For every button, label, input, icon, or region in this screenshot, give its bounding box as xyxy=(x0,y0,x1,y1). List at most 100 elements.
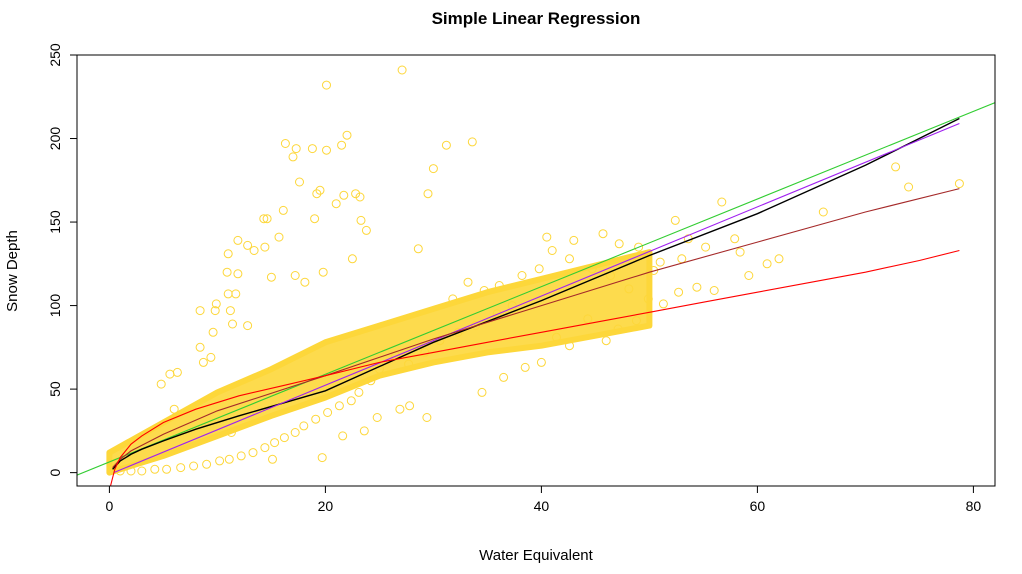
fit-line-4 xyxy=(112,188,960,468)
y-axis-label: Snow Depth xyxy=(4,230,21,312)
data-point xyxy=(717,197,727,207)
data-point xyxy=(231,289,241,299)
data-point xyxy=(891,162,901,172)
data-point xyxy=(208,327,218,337)
data-point xyxy=(206,352,216,362)
data-point xyxy=(318,267,328,277)
data-point xyxy=(692,282,702,292)
data-point xyxy=(613,324,623,334)
data-point xyxy=(295,177,304,187)
data-point xyxy=(278,205,288,215)
data-point xyxy=(266,272,276,282)
data-point xyxy=(172,367,182,377)
fit-line-1 xyxy=(77,102,995,476)
data-point xyxy=(288,152,298,162)
data-point xyxy=(818,207,828,217)
data-point xyxy=(520,362,530,372)
data-point xyxy=(339,190,349,200)
data-point xyxy=(517,271,527,280)
data-point xyxy=(674,287,684,297)
data-point xyxy=(904,182,914,192)
data-point xyxy=(317,453,327,463)
data-point xyxy=(322,80,331,90)
data-point xyxy=(290,271,300,280)
data-point xyxy=(534,264,544,274)
data-point xyxy=(334,401,344,411)
data-point xyxy=(215,456,225,466)
data-point xyxy=(290,428,300,437)
data-point xyxy=(307,144,317,154)
data-point xyxy=(338,431,348,441)
data-point xyxy=(259,214,269,224)
data-point xyxy=(670,215,680,225)
fit-line-5 xyxy=(109,249,960,486)
regression-lines xyxy=(77,102,995,486)
data-point xyxy=(649,266,659,275)
data-point xyxy=(354,387,364,397)
data-point xyxy=(222,267,232,277)
data-point xyxy=(463,277,473,287)
data-point xyxy=(210,306,220,316)
y-tick-label: 0 xyxy=(47,469,63,477)
data-point xyxy=(583,314,593,324)
data-point xyxy=(270,438,280,448)
data-point xyxy=(299,421,309,431)
data-point xyxy=(279,433,289,443)
data-point xyxy=(735,247,745,257)
data-point xyxy=(634,242,644,252)
x-tick-label: 20 xyxy=(318,498,334,514)
data-point xyxy=(448,294,458,304)
x-tick-label: 80 xyxy=(966,498,982,514)
data-point xyxy=(274,232,284,242)
data-point xyxy=(631,316,641,326)
data-point xyxy=(420,347,430,357)
data-point xyxy=(347,254,357,264)
data-point xyxy=(223,289,233,299)
y-tick-label: 250 xyxy=(47,43,63,67)
data-point xyxy=(677,254,687,264)
data-point xyxy=(372,413,382,422)
data-point xyxy=(428,164,438,174)
data-point xyxy=(198,357,208,367)
data-point xyxy=(211,299,221,309)
data-point xyxy=(262,214,272,224)
data-point xyxy=(280,139,290,148)
data-point xyxy=(260,242,270,252)
data-point xyxy=(228,319,237,329)
data-point xyxy=(477,387,487,397)
data-point xyxy=(569,235,579,245)
fit-line-3 xyxy=(113,122,960,474)
y-tick-label: 50 xyxy=(47,381,63,397)
data-point xyxy=(315,185,325,195)
data-point xyxy=(195,306,205,316)
data-point xyxy=(359,426,369,436)
data-point xyxy=(536,357,546,367)
data-point xyxy=(150,464,160,474)
data-point xyxy=(499,372,509,382)
data-point xyxy=(542,232,552,242)
data-point xyxy=(405,401,415,411)
data-point xyxy=(225,306,235,316)
data-point xyxy=(202,459,212,469)
data-point xyxy=(655,257,665,267)
data-point xyxy=(323,408,333,417)
data-point xyxy=(762,259,772,269)
data-point xyxy=(310,214,320,224)
data-point xyxy=(260,443,270,453)
data-point xyxy=(156,379,166,389)
data-point xyxy=(356,215,366,225)
data-point xyxy=(404,359,414,369)
chart-title: Simple Linear Regression xyxy=(432,9,641,28)
x-tick-label: 60 xyxy=(750,498,766,514)
data-point xyxy=(507,301,517,311)
data-point xyxy=(346,396,356,406)
data-point xyxy=(423,189,433,199)
data-point xyxy=(547,246,557,255)
data-point xyxy=(954,179,964,189)
y-tick-label: 150 xyxy=(47,210,63,234)
data-points xyxy=(108,65,964,476)
plot-frame xyxy=(76,54,996,487)
x-axis: 0 20 40 60 80 xyxy=(106,486,982,514)
data-point xyxy=(494,281,504,290)
